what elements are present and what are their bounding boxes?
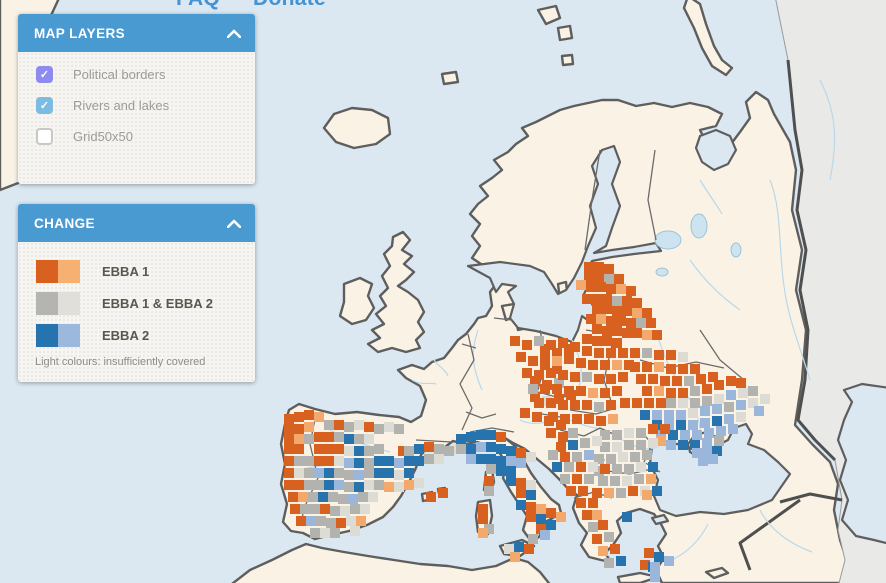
legend-swatch-ebba12-light [58,292,80,315]
change-panel-header[interactable]: CHANGE [18,204,255,242]
legend-row-ebba1-ebba2: EBBA 1 & EBBA 2 [36,292,239,315]
chevron-up-icon[interactable] [227,29,241,38]
layer-label: Political borders [73,67,166,82]
nav-link-donate[interactable]: Donate [253,0,326,11]
checkbox-political-borders[interactable]: ✓ [36,66,53,83]
sea-marmara [650,513,670,526]
layer-toggle-political-borders[interactable]: ✓ Political borders [36,66,239,83]
land-arctic-isles [440,53,575,86]
layer-label: Grid50x50 [73,129,133,144]
legend-note: Light colours: insufficiently covered [35,356,206,368]
checkbox-rivers-lakes[interactable]: ✓ [36,97,53,114]
legend-row-ebba1: EBBA 1 [36,260,239,283]
layer-toggle-rivers-lakes[interactable]: ✓ Rivers and lakes [36,97,239,114]
legend-label: EBBA 1 & EBBA 2 [102,296,214,311]
map-layers-panel-title: MAP LAYERS [34,25,126,41]
land-sardinia [474,498,494,536]
land-iceland [322,106,392,150]
map-layers-panel-body: ✓ Political borders ✓ Rivers and lakes G… [18,52,255,184]
land-crete [616,571,660,583]
layer-label: Rivers and lakes [73,98,170,113]
change-panel: CHANGE EBBA 1 EBBA 1 & EBBA 2 EBBA 2 Lig… [18,204,255,382]
sea-caspian [836,382,886,545]
land-svalbard [536,4,574,42]
sea-white-sea [694,128,738,172]
land-cyprus [704,566,730,580]
legend-swatch-ebba2-light [58,324,80,347]
legend-row-ebba2: EBBA 2 [36,324,239,347]
legend-swatch-ebba2-dark [36,324,58,347]
land-novaya-zemlya [682,0,734,77]
legend-label: EBBA 2 [102,328,150,343]
coverage-border [738,59,843,571]
checkbox-grid50x50[interactable] [36,128,53,145]
map-layers-panel-header[interactable]: MAP LAYERS [18,14,255,52]
change-panel-title: CHANGE [34,215,95,231]
chevron-up-icon[interactable] [227,219,241,228]
nav-link-faq[interactable]: FAQ [176,0,220,11]
legend-swatch-ebba1-light [58,260,80,283]
legend-swatch-ebba12-dark [36,292,58,315]
land-africa [231,542,551,583]
map-layers-panel: MAP LAYERS ✓ Political borders ✓ Rivers … [18,14,255,184]
legend-label: EBBA 1 [102,264,150,279]
legend-swatch-ebba1-dark [36,260,58,283]
lakes-layer [654,213,742,277]
land-great-britain [366,230,426,354]
land-ireland [338,276,376,326]
layer-toggle-grid50x50[interactable]: Grid50x50 [36,128,239,145]
change-panel-body: EBBA 1 EBBA 1 & EBBA 2 EBBA 2 Light colo… [18,242,255,382]
